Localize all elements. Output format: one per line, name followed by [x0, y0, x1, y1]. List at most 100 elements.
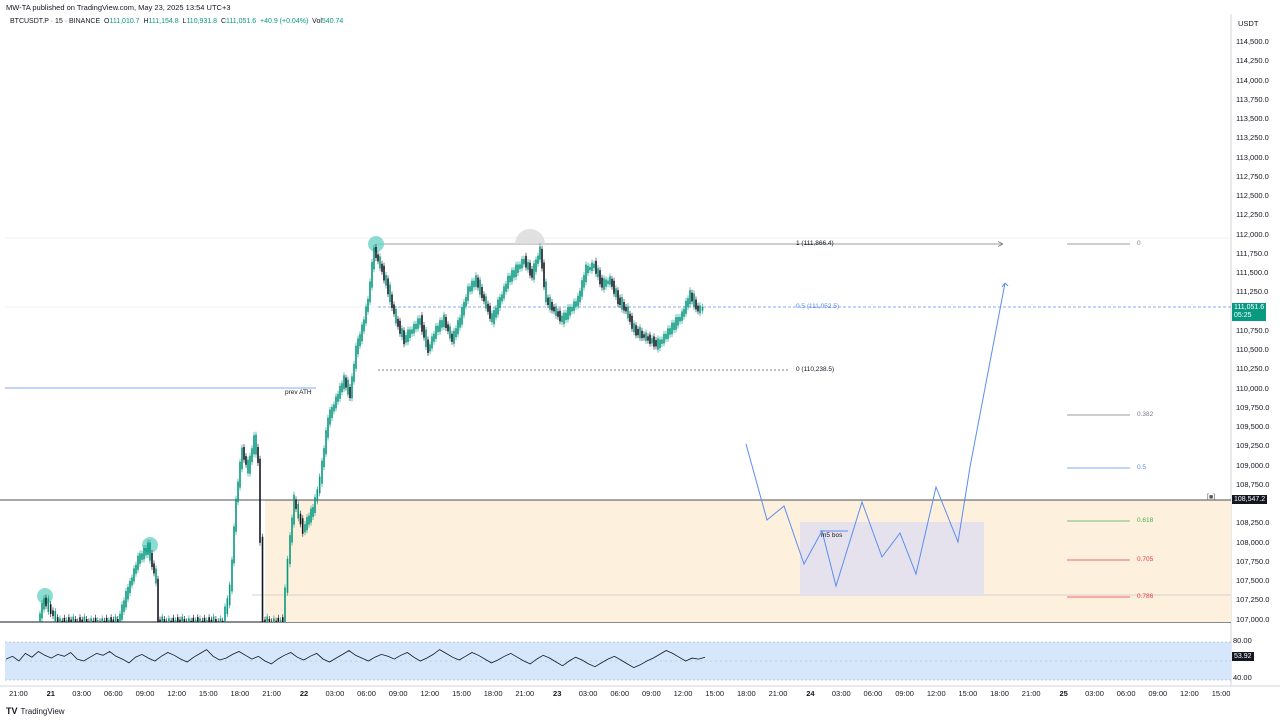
candle-body: [353, 363, 355, 382]
candle-body: [131, 577, 133, 586]
alert-icon[interactable]: [■]: [1207, 494, 1216, 501]
candle-body: [61, 620, 63, 622]
fib-arrow-icon: [997, 241, 1004, 247]
candle-body: [643, 334, 645, 338]
time-label: 21:00: [515, 689, 535, 698]
candle-body: [179, 619, 181, 622]
candle-body: [383, 265, 385, 281]
candle-body: [631, 315, 633, 329]
candle-body: [679, 316, 681, 322]
candle-body: [401, 328, 403, 338]
price-tick: 110,000.0: [1236, 383, 1269, 393]
candle-body: [639, 327, 641, 339]
currency-label: USDT: [1238, 19, 1259, 28]
candle-body: [687, 298, 689, 308]
candle-body: [465, 296, 467, 307]
price-tick: 108,000.0: [1236, 537, 1270, 547]
candle-body: [471, 280, 473, 292]
candle-body: [527, 261, 529, 270]
candle-body: [423, 325, 425, 338]
candle-body: [681, 311, 683, 321]
candle-body: [579, 290, 581, 303]
candle-body: [197, 617, 199, 622]
candle-body: [203, 617, 206, 622]
candle-body: [270, 621, 273, 623]
candle-body: [529, 262, 531, 276]
candle-body: [199, 618, 201, 622]
candle-body: [411, 329, 413, 334]
candle-body: [331, 407, 333, 418]
candle-body: [264, 619, 266, 622]
candle-body: [615, 288, 617, 298]
candle-body: [141, 553, 143, 560]
time-label: 03:00: [325, 689, 345, 698]
price-tick: 112,500.0: [1236, 191, 1269, 200]
candle-body: [633, 323, 635, 333]
candle-body: [671, 322, 673, 335]
current-price-value: 111,051.6: [1234, 304, 1265, 311]
candle-body: [571, 306, 573, 312]
candle-body: [105, 617, 108, 622]
candle-body: [689, 290, 691, 305]
candle-body: [549, 297, 551, 310]
candle-body: [363, 319, 365, 332]
change-value: +40.9 (+0.04%): [260, 18, 309, 25]
candle-body: [523, 258, 525, 265]
candle-body: [125, 591, 127, 608]
candle-body: [569, 307, 571, 316]
candle-body: [489, 305, 491, 319]
candle-body: [337, 393, 339, 402]
open-label: O: [104, 18, 110, 25]
candle-body: [413, 323, 415, 334]
candle-body: [553, 306, 555, 312]
time-axis[interactable]: 21:00 21 03:00 06:00 09:00 12:00 15:00 18:00 21:…: [0, 689, 1231, 701]
price-axis[interactable]: USDT 114,500.0 114,250.0 114,000.0 113,750.…: [1231, 14, 1280, 686]
candle-body: [261, 536, 264, 622]
candle-body: [577, 295, 579, 307]
candle-body: [241, 447, 243, 470]
fib-right-label: 0.786: [1137, 593, 1154, 600]
candle-body: [511, 270, 513, 282]
candle-body: [637, 328, 639, 336]
candle-body: [493, 310, 495, 325]
candle-body: [306, 517, 308, 531]
demand-zone[interactable]: [265, 500, 1231, 622]
candle-body: [497, 299, 499, 315]
time-label: 25: [1059, 689, 1068, 698]
candle-body: [165, 621, 168, 623]
projection-box[interactable]: [800, 522, 984, 596]
candle-body: [499, 297, 501, 308]
candle-body: [627, 306, 629, 319]
brand-label[interactable]: TradingView: [20, 706, 65, 716]
candle-body: [123, 600, 125, 612]
price-tick: 110,500.0: [1236, 345, 1269, 354]
candle-body: [297, 503, 299, 519]
time-label: 23: [553, 689, 562, 698]
candle-body: [669, 328, 671, 335]
price-tick: 110,250.0: [1236, 364, 1269, 374]
symbol-label[interactable]: BTCUSDT.P · 15 · BINANCE: [10, 18, 101, 25]
candle-body: [457, 320, 459, 335]
candle-body: [619, 297, 621, 306]
candle-body: [365, 306, 367, 324]
candle-body: [310, 508, 312, 523]
candle-body: [275, 620, 277, 622]
time-label: 15:00: [198, 689, 218, 698]
candle-body: [685, 300, 687, 314]
candle-body: [170, 620, 172, 622]
candle-body: [355, 345, 357, 369]
time-label: 15:00: [452, 689, 471, 698]
candle-body: [683, 308, 685, 317]
projection-arrow-icon: [1001, 282, 1009, 288]
candle-body: [190, 620, 192, 622]
candle-body: [119, 613, 121, 622]
candle-body: [455, 328, 457, 338]
candle-body: [168, 618, 170, 622]
projection-path[interactable]: [745, 282, 1006, 588]
candle-body: [239, 461, 241, 488]
candle-body: [515, 264, 517, 278]
candle-body: [593, 263, 595, 269]
candle-body: [172, 617, 175, 622]
rsi-current-tag: 53.92: [1232, 652, 1254, 661]
